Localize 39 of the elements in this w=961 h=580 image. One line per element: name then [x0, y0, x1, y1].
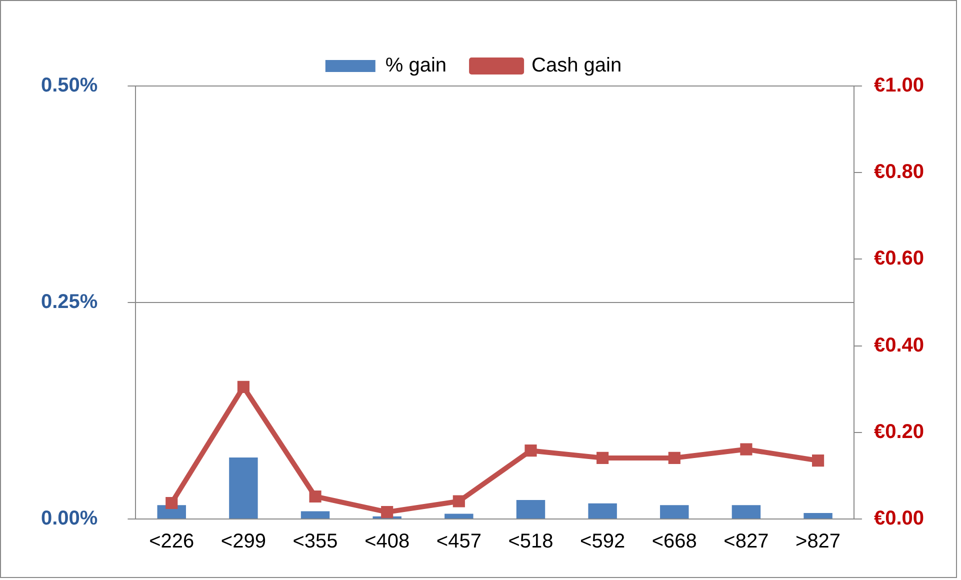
bar: [588, 503, 617, 518]
y2-tick-label: €0.80: [874, 161, 924, 184]
y-tick-label: 0.25%: [40, 291, 98, 314]
bar: [229, 458, 258, 518]
x-tick-label: <668: [652, 530, 697, 553]
x-tick-label: <299: [220, 530, 266, 553]
y2-tick-label: €0.40: [874, 334, 924, 356]
y-tick-label: 0.50%: [40, 74, 98, 97]
legend-label: % gain: [385, 54, 447, 77]
y2-tick-label: €0.20: [874, 420, 924, 443]
y-tick-label: 0.00%: [40, 508, 98, 530]
x-tick-label: <518: [508, 530, 554, 553]
y2-tick-label: €1.00: [874, 74, 924, 97]
point: [381, 506, 394, 518]
x-tick-label: <226: [149, 530, 194, 553]
point: [668, 452, 680, 464]
bar: [660, 505, 689, 518]
y2-tick-label: €0.60: [874, 248, 924, 270]
bar: [516, 500, 546, 518]
point: [596, 452, 609, 464]
x-tick-label: >827: [796, 530, 841, 553]
x-tick-label: <827: [724, 530, 769, 553]
point: [166, 496, 178, 510]
x-tick-label: <355: [292, 530, 338, 553]
x-tick-label: <457: [436, 530, 482, 553]
x-tick-label: <408: [364, 530, 410, 553]
bar: [804, 512, 832, 518]
x-tick-label: <592: [580, 530, 626, 553]
point: [452, 495, 465, 508]
point: [309, 490, 322, 503]
legend-label: Cash gain: [532, 54, 622, 77]
bar: [732, 505, 761, 518]
bar: [300, 511, 330, 518]
point: [812, 454, 824, 467]
point: [524, 444, 537, 457]
bar: [444, 514, 474, 518]
point: [740, 443, 752, 456]
y2-tick-label: €0.00: [874, 508, 924, 530]
point: [237, 380, 250, 393]
